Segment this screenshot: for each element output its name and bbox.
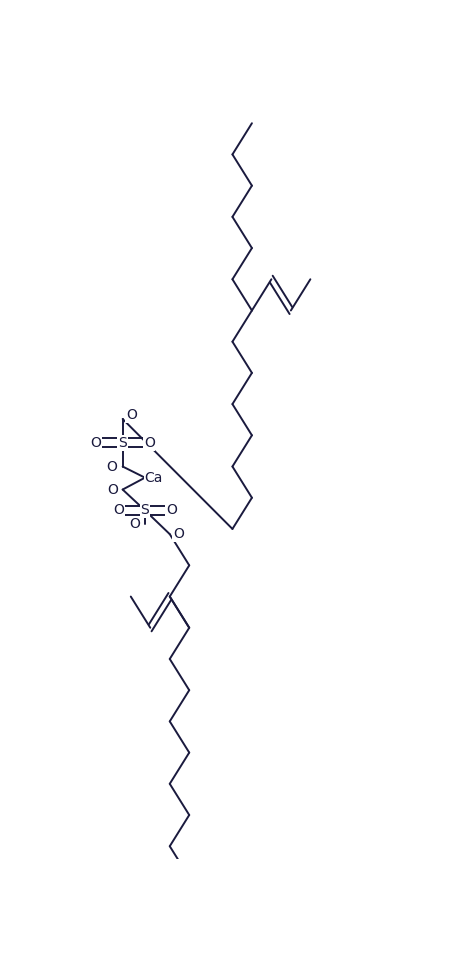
Text: Ca: Ca (144, 471, 163, 484)
Text: O: O (106, 459, 117, 474)
Text: O: O (130, 517, 140, 532)
Text: S: S (141, 504, 149, 517)
Text: O: O (90, 436, 101, 450)
Text: O: O (173, 527, 184, 541)
Text: O: O (166, 504, 177, 517)
Text: O: O (113, 504, 124, 517)
Text: O: O (144, 436, 154, 450)
Text: O: O (107, 482, 118, 497)
Text: O: O (126, 408, 137, 423)
Text: S: S (118, 436, 127, 450)
